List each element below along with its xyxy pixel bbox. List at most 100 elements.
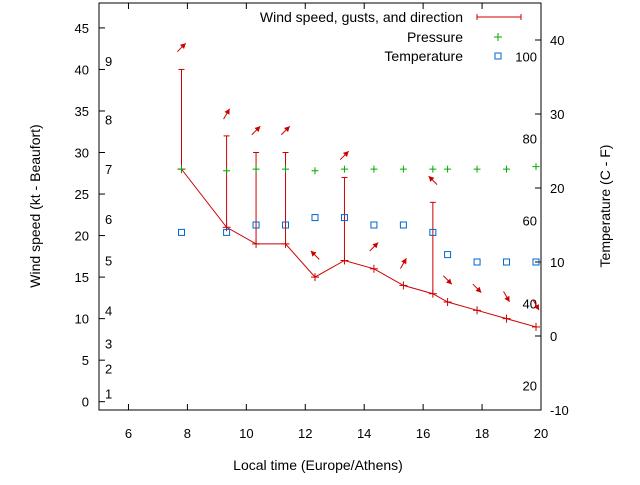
wind-point: [310, 273, 319, 282]
temperature-point: [178, 228, 186, 236]
x-tick-label: 20: [534, 426, 548, 441]
y-right-tick-label: 30: [550, 107, 564, 122]
fahrenheit-label: 60: [523, 214, 537, 229]
y-right-tick-label: 20: [550, 181, 564, 196]
pressure-point: [503, 165, 511, 173]
y-axis-right-label: Temperature (C - F): [597, 145, 613, 268]
beaufort-label: 6: [105, 212, 112, 227]
x-tick-label: 12: [298, 426, 312, 441]
wind-direction-arrow: [280, 125, 291, 136]
x-tick-label: 6: [125, 426, 132, 441]
wind-point: [443, 298, 452, 307]
x-tick-label: 16: [416, 426, 430, 441]
legend-wind-sample: [476, 14, 522, 20]
legend-temperature-sample: [494, 52, 502, 60]
beaufort-label: 9: [105, 54, 112, 69]
wind-point: [473, 306, 482, 315]
fahrenheit-label: 80: [523, 131, 537, 146]
y-left-tick-label: 25: [75, 187, 89, 202]
wind-direction-arrow: [399, 257, 407, 269]
x-tick-label: 8: [184, 426, 191, 441]
y-right-tick-label: -10: [550, 403, 569, 418]
wind-direction-arrow: [503, 291, 510, 303]
temperature-point: [429, 228, 437, 236]
pressure-point: [311, 167, 319, 175]
wind-point: [222, 223, 231, 232]
temperature-point: [282, 221, 290, 229]
y-left-tick-label: 40: [75, 62, 89, 77]
x-tick-label: 10: [239, 426, 253, 441]
wind-direction-arrow: [472, 283, 482, 293]
beaufort-label: 2: [105, 361, 112, 376]
temperature-point: [444, 251, 452, 259]
pressure-point: [473, 165, 481, 173]
y-left-tick-label: 35: [75, 104, 89, 119]
wind-direction-arrow: [428, 175, 438, 185]
temperature-point: [503, 258, 511, 266]
wind-direction-arrow: [442, 275, 453, 285]
legend-wind-label: Wind speed, gusts, and direction: [260, 9, 463, 25]
pressure-point: [178, 165, 186, 173]
y-left-tick-label: 5: [82, 353, 89, 368]
pressure-point: [444, 165, 452, 173]
wind-point: [502, 314, 511, 323]
fahrenheit-label: 40: [523, 296, 537, 311]
y-left-tick-label: 0: [82, 395, 89, 410]
plot-frame: [98, 2, 542, 411]
wind-direction-arrow: [223, 108, 231, 120]
pressure-point: [399, 165, 407, 173]
legend: Wind speed, gusts, and direction Pressur…: [260, 9, 522, 64]
pressure-point: [429, 165, 437, 173]
legend-temperature-label: Temperature: [384, 48, 463, 64]
y-right-tick-label: 0: [550, 329, 557, 344]
beaufort-label: 5: [105, 253, 112, 268]
x-tick-label: 18: [475, 426, 489, 441]
wind-point: [531, 322, 540, 331]
beaufort-label: 1: [105, 386, 112, 401]
temperature-point: [473, 258, 481, 266]
wind-point: [369, 264, 378, 273]
wind-direction-arrow: [176, 42, 187, 53]
wind-point: [399, 281, 408, 290]
series-layer: [176, 42, 540, 331]
y-axis-left-label: Wind speed (kt - Beaufort): [27, 124, 43, 287]
y-left-tick-label: 20: [75, 229, 89, 244]
wind-point: [281, 239, 290, 248]
y-left-tick-label: 10: [75, 312, 89, 327]
wind-point: [340, 256, 349, 265]
y-left-tick-label: 45: [75, 21, 89, 36]
beaufort-label: 8: [105, 112, 112, 127]
temperature-point: [532, 258, 540, 266]
wind-direction-arrow: [310, 250, 320, 260]
beaufort-label: 4: [105, 303, 112, 318]
temperature-point: [370, 221, 378, 229]
pressure-point: [340, 165, 348, 173]
wind-direction-arrow: [532, 299, 540, 311]
pressure-point: [252, 165, 260, 173]
y-right-tick-label: 10: [550, 255, 564, 270]
pressure-point: [282, 165, 290, 173]
y-left-tick-label: 15: [75, 270, 89, 285]
wind-point: [428, 289, 437, 298]
y-right-tick-label: 40: [550, 33, 564, 48]
pressure-point: [370, 165, 378, 173]
pressure-point: [223, 167, 231, 175]
wind-direction-arrow: [251, 125, 261, 136]
beaufort-label: 7: [105, 162, 112, 177]
wind-direction-arrow: [339, 150, 350, 161]
temperature-point: [340, 214, 348, 222]
wind-point: [252, 239, 261, 248]
x-axis-label: Local time (Europe/Athens): [233, 457, 403, 473]
temperature-point: [311, 214, 319, 222]
legend-pressure-sample: [494, 33, 502, 41]
legend-pressure-label: Pressure: [407, 29, 463, 45]
x-tick-label: 14: [357, 426, 371, 441]
fahrenheit-label: 100: [515, 49, 537, 64]
beaufort-label: 3: [105, 337, 112, 352]
wind-direction-arrow: [369, 242, 379, 252]
temperature-point: [252, 221, 260, 229]
y-left-tick-label: 30: [75, 146, 89, 161]
pressure-point: [532, 163, 540, 171]
